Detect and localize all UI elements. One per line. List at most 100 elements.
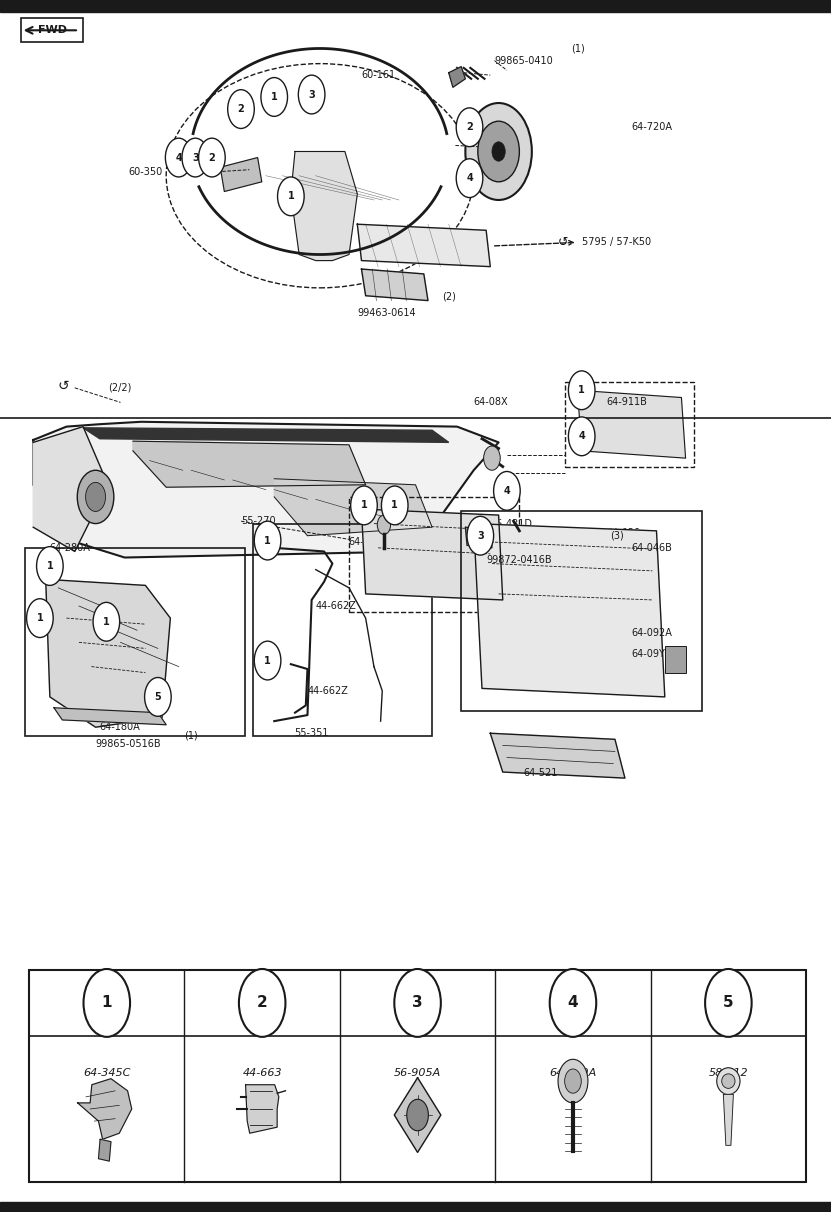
Polygon shape	[33, 422, 499, 558]
Text: (2/2): (2/2)	[108, 383, 131, 393]
Polygon shape	[357, 224, 490, 267]
Text: 44-662Z: 44-662Z	[307, 686, 348, 696]
Text: 64-08X: 64-08X	[474, 398, 509, 407]
Circle shape	[254, 521, 281, 560]
Circle shape	[182, 138, 209, 177]
Polygon shape	[83, 428, 449, 442]
Circle shape	[568, 371, 595, 410]
Text: 4: 4	[568, 995, 578, 1011]
Text: 1: 1	[37, 613, 43, 623]
Polygon shape	[33, 427, 108, 551]
Circle shape	[467, 516, 494, 555]
Circle shape	[83, 970, 130, 1037]
Text: 55-270: 55-270	[241, 516, 276, 526]
Polygon shape	[361, 509, 503, 600]
Text: 64-101: 64-101	[348, 537, 383, 547]
Bar	[665, 646, 686, 673]
Text: 44-663: 44-663	[243, 1068, 282, 1077]
Polygon shape	[274, 479, 432, 536]
Text: 64-911B: 64-911B	[607, 398, 647, 407]
Polygon shape	[133, 441, 366, 487]
Circle shape	[478, 121, 519, 182]
Text: 1: 1	[103, 617, 110, 627]
Circle shape	[278, 177, 304, 216]
Polygon shape	[46, 579, 170, 727]
Text: $\circlearrowleft$: $\circlearrowleft$	[55, 378, 70, 393]
Circle shape	[377, 515, 391, 534]
Text: 4: 4	[504, 486, 510, 496]
Text: 2: 2	[466, 122, 473, 132]
Circle shape	[395, 970, 441, 1037]
Circle shape	[199, 138, 225, 177]
Text: 64-030: 64-030	[607, 528, 641, 538]
Bar	[29, 970, 806, 1182]
Text: (3): (3)	[610, 531, 623, 541]
Polygon shape	[99, 1139, 111, 1161]
Text: 64-092A: 64-092A	[632, 628, 672, 638]
Text: 58-612: 58-612	[709, 1068, 748, 1077]
Text: 1: 1	[264, 536, 271, 545]
Text: 64-999A: 64-999A	[549, 1068, 597, 1077]
Text: 64-046B: 64-046B	[632, 543, 672, 553]
Circle shape	[298, 75, 325, 114]
Circle shape	[484, 446, 500, 470]
Text: 99872-0416B: 99872-0416B	[486, 555, 552, 565]
Text: 55-431D: 55-431D	[490, 519, 533, 528]
Circle shape	[165, 138, 192, 177]
Text: 4: 4	[466, 173, 473, 183]
Text: 3: 3	[412, 995, 423, 1011]
Polygon shape	[449, 67, 465, 87]
Text: 4: 4	[175, 153, 182, 162]
Circle shape	[254, 641, 281, 680]
Text: 64-720A: 64-720A	[632, 122, 672, 132]
Circle shape	[228, 90, 254, 128]
Circle shape	[568, 417, 595, 456]
Circle shape	[706, 970, 752, 1037]
Circle shape	[145, 678, 171, 716]
Circle shape	[550, 970, 597, 1037]
Polygon shape	[724, 1094, 734, 1145]
Text: 1: 1	[361, 501, 367, 510]
Text: 2: 2	[238, 104, 244, 114]
Text: 64-345C: 64-345C	[83, 1068, 130, 1077]
Text: 1: 1	[391, 501, 398, 510]
Text: 5: 5	[155, 692, 161, 702]
Text: 1: 1	[101, 995, 112, 1011]
Text: 99463-0614: 99463-0614	[357, 308, 416, 318]
Bar	[565, 382, 694, 467]
Text: 5: 5	[723, 995, 734, 1011]
Bar	[349, 497, 519, 612]
Circle shape	[381, 486, 408, 525]
Polygon shape	[474, 524, 665, 697]
Bar	[461, 511, 702, 711]
Ellipse shape	[721, 1074, 735, 1088]
Text: (2): (2)	[442, 292, 455, 302]
Circle shape	[465, 103, 532, 200]
Text: 1: 1	[578, 385, 585, 395]
Text: 64-521: 64-521	[523, 768, 558, 778]
Circle shape	[558, 1059, 588, 1103]
Text: 60-350: 60-350	[129, 167, 163, 177]
Text: 4: 4	[578, 431, 585, 441]
Polygon shape	[78, 1079, 132, 1139]
Circle shape	[456, 108, 483, 147]
Circle shape	[27, 599, 53, 638]
Circle shape	[351, 486, 377, 525]
Text: 5795 / 57-K50: 5795 / 57-K50	[582, 238, 651, 247]
Polygon shape	[465, 527, 492, 548]
Polygon shape	[395, 1077, 441, 1153]
Polygon shape	[54, 708, 166, 725]
Circle shape	[86, 482, 106, 511]
Bar	[25, 548, 245, 736]
Circle shape	[93, 602, 120, 641]
Text: 1: 1	[47, 561, 53, 571]
Circle shape	[492, 142, 505, 161]
Circle shape	[77, 470, 114, 524]
Text: 1: 1	[271, 92, 278, 102]
Ellipse shape	[717, 1068, 740, 1094]
Bar	[0, 0, 831, 12]
Text: 3: 3	[308, 90, 315, 99]
Text: 3: 3	[192, 153, 199, 162]
Text: 55-351: 55-351	[294, 728, 329, 738]
Polygon shape	[220, 158, 262, 191]
